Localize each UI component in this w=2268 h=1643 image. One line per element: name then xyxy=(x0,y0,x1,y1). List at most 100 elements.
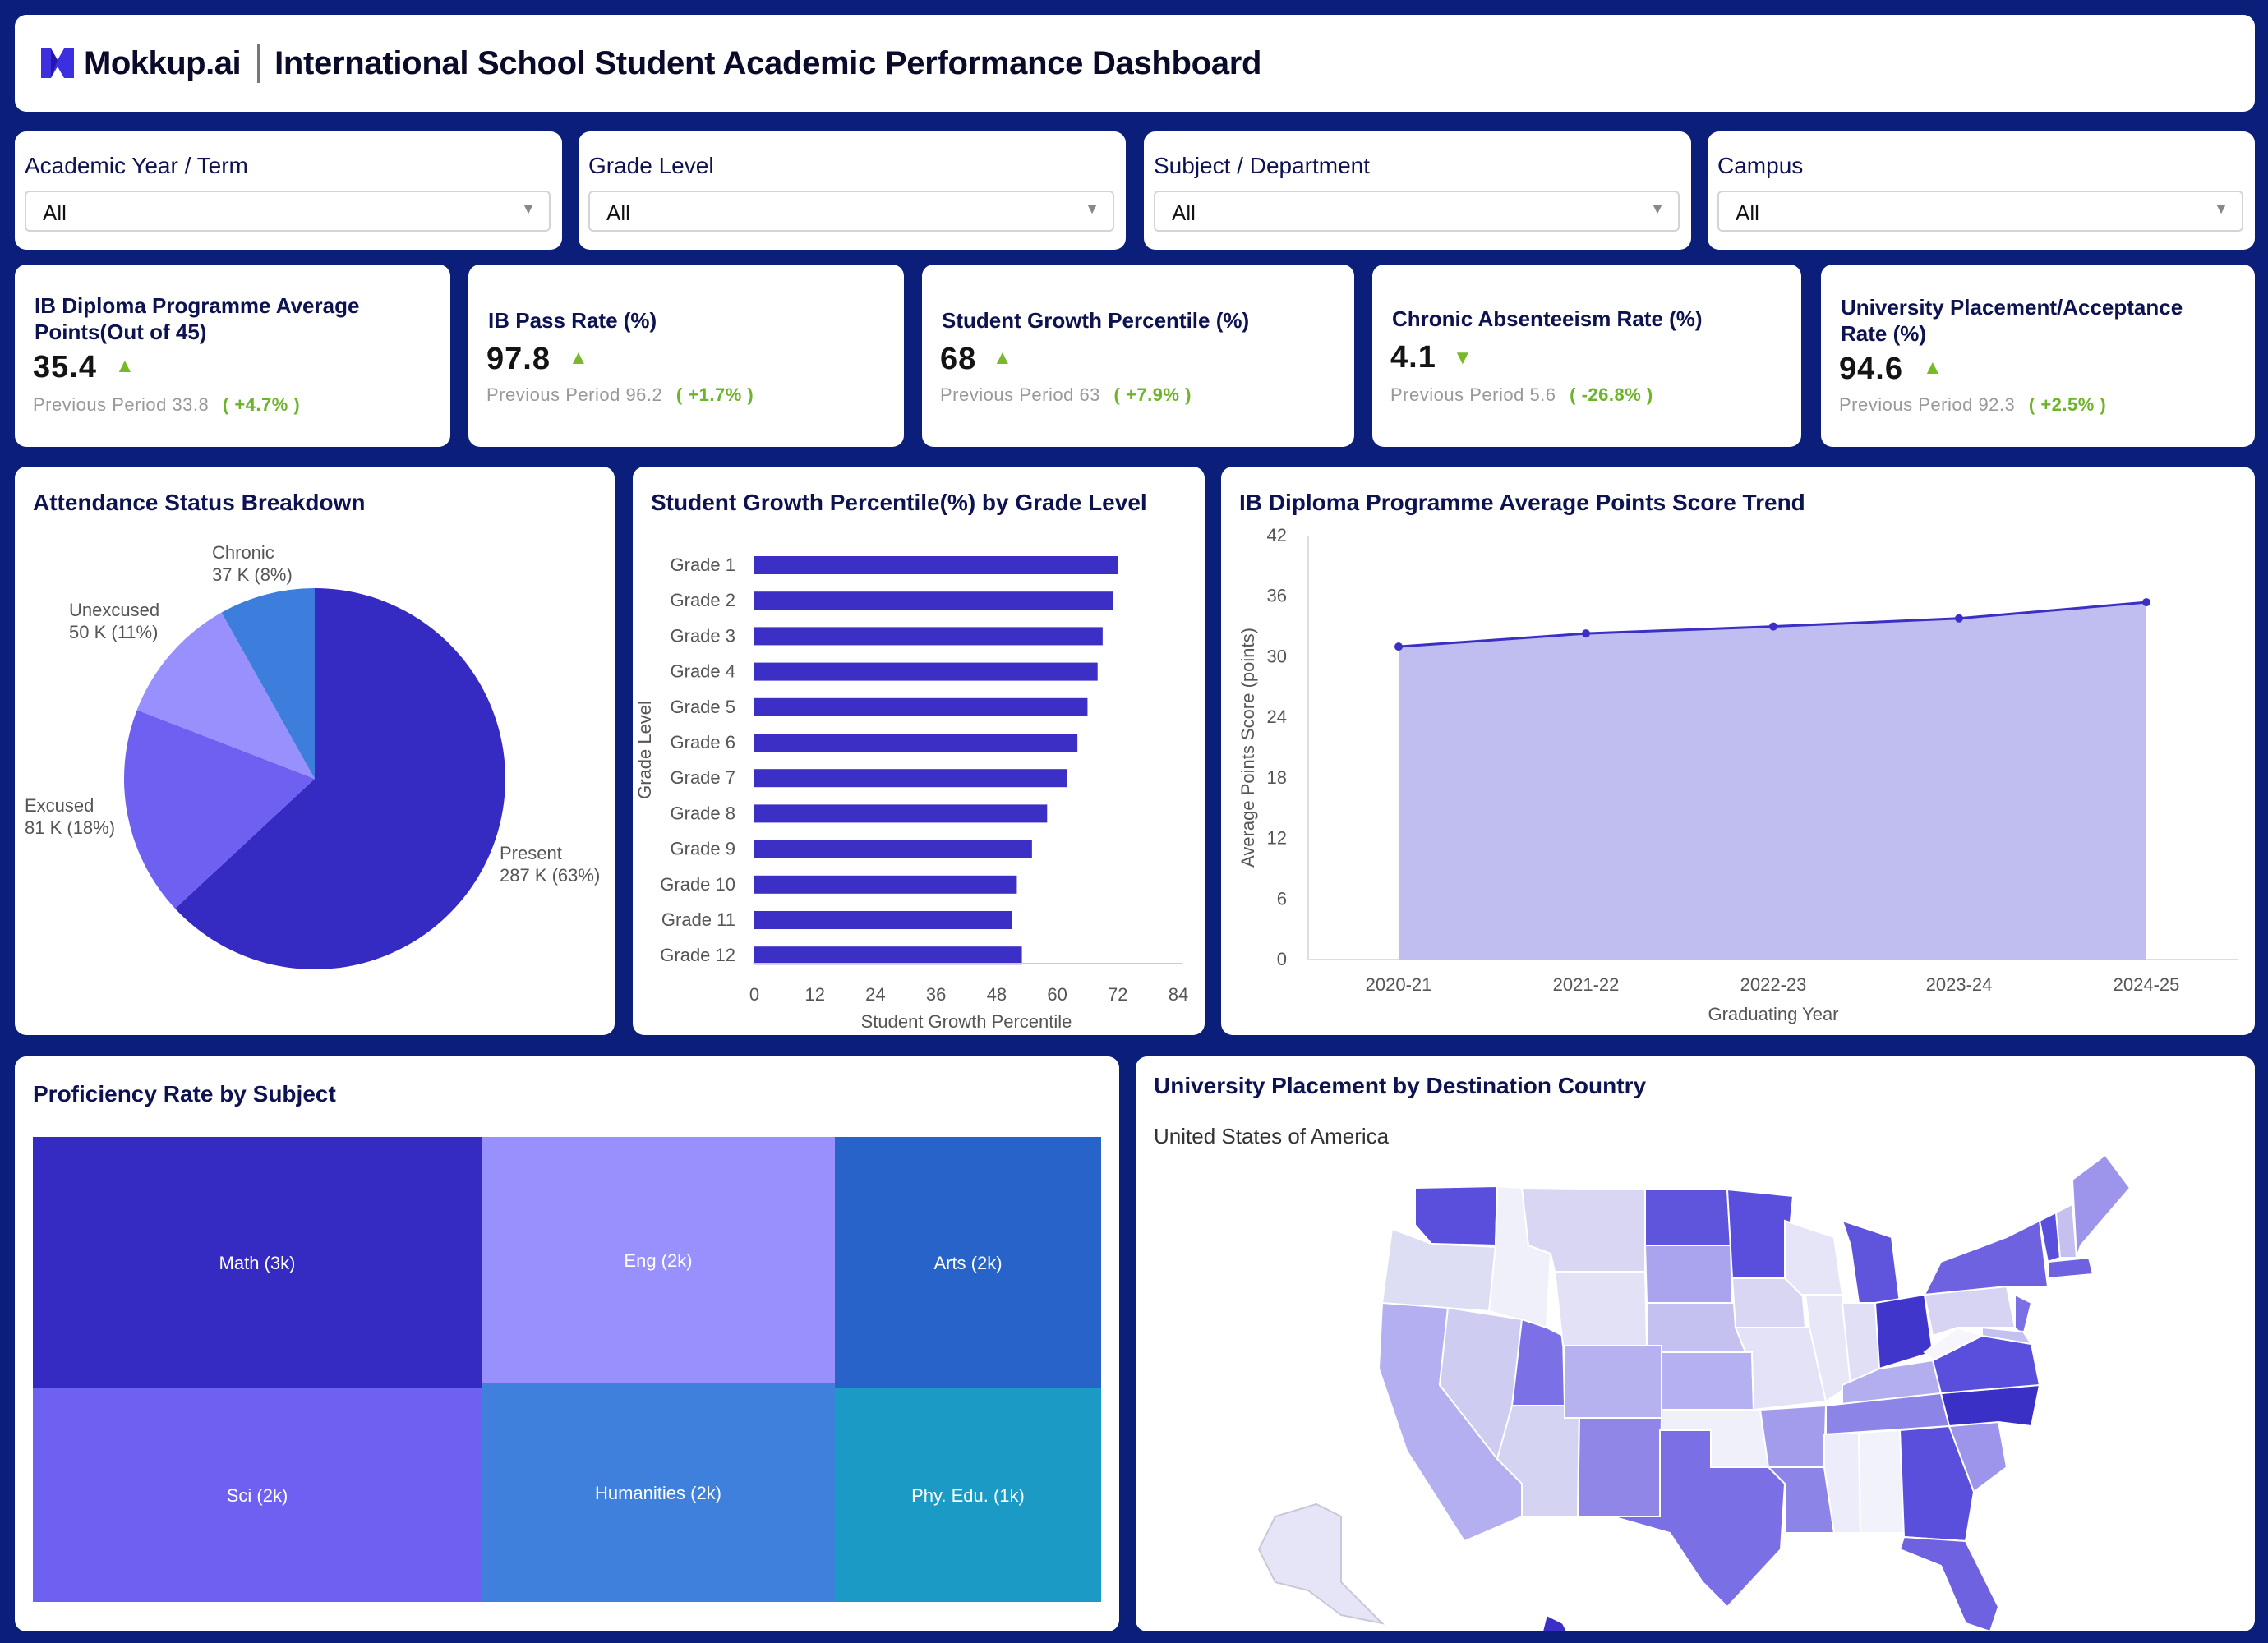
bar-category-label: Grade 12 xyxy=(660,945,735,965)
pie-slice-present xyxy=(175,588,506,969)
y-tick-label: 6 xyxy=(1277,888,1287,909)
prev-label: Previous Period xyxy=(33,394,167,415)
y-tick-label: 0 xyxy=(1277,949,1287,969)
bar-category-label: Grade 5 xyxy=(671,697,736,717)
x-tick-label: 60 xyxy=(1047,984,1067,1005)
proficiency-treemap: Math (3k) Eng (2k) Arts (2k) Sci (2k) Humani… xyxy=(33,1137,1101,1602)
y-tick-label: 30 xyxy=(1267,646,1287,666)
select-value: All xyxy=(1736,200,1759,225)
academic-year-select[interactable]: All ▼ xyxy=(25,191,551,232)
trend-up-icon: ▲ xyxy=(1923,357,1943,379)
treemap-tile-eng xyxy=(482,1137,835,1383)
map-state-alabama xyxy=(1857,1429,1906,1534)
x-tick-label: 12 xyxy=(804,984,824,1005)
map-state-new-york xyxy=(1923,1219,2049,1296)
bar-grade-7 xyxy=(754,769,1067,788)
kpi-card-university-placement: University Placement/Acceptance Rate (%)… xyxy=(1821,265,2255,447)
y-tick-label: 18 xyxy=(1267,767,1287,788)
y-tick-label: 24 xyxy=(1267,706,1287,727)
map-state-florida xyxy=(1898,1535,2000,1631)
grade-level-select[interactable]: All ▼ xyxy=(588,191,1114,232)
pie-label-value: 37 K (8%) xyxy=(212,564,293,585)
panel-title: Attendance Status Breakdown xyxy=(33,490,366,515)
kpi-title: Student Growth Percentile (%) xyxy=(942,308,1250,333)
brand-name: Mokkup.ai xyxy=(84,44,242,81)
chevron-down-icon: ▼ xyxy=(2214,200,2229,217)
bar-grade-5 xyxy=(754,697,1088,716)
kpi-previous: Previous Period 92.3 ( +2.5% ) xyxy=(1839,394,2106,416)
x-tick-label: 84 xyxy=(1169,984,1188,1005)
treemap-tile-math xyxy=(33,1137,482,1388)
bar-grade-9 xyxy=(754,840,1032,858)
x-tick-label: 72 xyxy=(1108,984,1127,1005)
filter-campus: Campus All ▼ xyxy=(1708,131,2255,250)
x-tick-label: 48 xyxy=(987,984,1007,1005)
kpi-title: IB Pass Rate (%) xyxy=(488,308,657,333)
campus-select[interactable]: All ▼ xyxy=(1717,191,2243,232)
bar-grade-11 xyxy=(754,911,1012,929)
panel-title: University Placement by Destination Coun… xyxy=(1154,1073,1647,1098)
bar-category-label: Grade 2 xyxy=(671,590,736,610)
map-state-utah xyxy=(1510,1318,1566,1406)
map-state-mississippi xyxy=(1823,1431,1862,1534)
kpi-previous: Previous Period 96.2 ( +1.7% ) xyxy=(486,384,754,406)
map-state-maryland xyxy=(1981,1326,2034,1346)
kpi-card-growth-percentile: Student Growth Percentile (%) 68 ▲ Previ… xyxy=(922,265,1354,447)
us-choropleth-map[interactable] xyxy=(1136,1056,2255,1631)
kpi-delta: ( +1.7% ) xyxy=(675,384,754,405)
data-point-2022-23 xyxy=(1769,622,1777,631)
trend-up-icon: ▲ xyxy=(569,347,588,369)
select-value: All xyxy=(606,200,630,225)
filter-label: Academic Year / Term xyxy=(25,153,248,178)
pie-label-value: 50 K (11%) xyxy=(69,622,158,642)
prev-label: Previous Period xyxy=(940,384,1074,405)
map-state-alaska xyxy=(1257,1503,1385,1625)
map-state-north-dakota xyxy=(1644,1189,1732,1246)
map-state-wyoming xyxy=(1553,1271,1648,1346)
map-state-maine xyxy=(2071,1153,2132,1259)
bar-grade-10 xyxy=(754,875,1017,894)
bar-category-label: Grade 1 xyxy=(671,555,736,575)
filter-academic-year: Academic Year / Term All ▼ xyxy=(15,131,562,250)
pie-label-value: 287 K (63%) xyxy=(500,865,600,886)
trend-up-icon: ▲ xyxy=(115,355,135,377)
treemap-tile-sci xyxy=(33,1388,482,1602)
trend-area-chart: 0 6 12 18 24 30 36 42 2020-21 2021-22 2022-23 2023-… xyxy=(1238,525,2238,1024)
select-value: All xyxy=(43,200,67,225)
pie-slice-excused xyxy=(124,710,315,909)
map-state-new-mexico xyxy=(1576,1417,1663,1517)
page-title: International School Student Academic Pe… xyxy=(274,44,1262,81)
brand: Mokkup.ai International School Student A… xyxy=(39,43,1261,84)
kpi-delta: ( +4.7% ) xyxy=(222,394,301,415)
y-tick-label: 36 xyxy=(1267,586,1287,606)
data-point-2024-25 xyxy=(2142,598,2150,607)
map-state-hawaii xyxy=(1541,1613,1569,1631)
treemap-tile-phy xyxy=(835,1388,1101,1602)
panel-title: Student Growth Percentile(%) by Grade Le… xyxy=(651,490,1147,515)
x-tick-label: 2021-22 xyxy=(1553,974,1620,995)
map-state-kansas xyxy=(1661,1351,1755,1411)
mokkup-logo-icon xyxy=(41,48,74,78)
x-tick-label: 2020-21 xyxy=(1366,974,1432,995)
map-state-wisconsin xyxy=(1784,1219,1844,1296)
prev-value: 63 xyxy=(1079,384,1100,405)
panel-title: Proficiency Rate by Subject xyxy=(33,1081,336,1107)
brand-divider xyxy=(257,44,260,83)
prev-value: 92.3 xyxy=(1978,394,2016,415)
map-state-massachusetts xyxy=(2047,1256,2095,1280)
x-axis-title: Graduating Year xyxy=(1708,1004,1838,1024)
bar-category-label: Grade 7 xyxy=(671,767,736,788)
proficiency-panel: Proficiency Rate by Subject Math (3k) Eng… xyxy=(15,1056,1119,1631)
data-point-2020-21 xyxy=(1394,642,1403,651)
kpi-value: 68 xyxy=(940,342,977,376)
treemap-tile-humanities xyxy=(482,1383,835,1602)
filter-subject: Subject / Department All ▼ xyxy=(1144,131,1691,250)
treemap-label: Phy. Edu. (1k) xyxy=(911,1485,1025,1506)
bar-category-label: Grade 11 xyxy=(662,909,735,930)
chevron-down-icon: ▼ xyxy=(521,200,536,217)
subject-select[interactable]: All ▼ xyxy=(1154,191,1680,232)
map-state-georgia xyxy=(1898,1424,1975,1543)
prev-value: 33.8 xyxy=(172,394,210,415)
data-point-2021-22 xyxy=(1582,629,1590,638)
